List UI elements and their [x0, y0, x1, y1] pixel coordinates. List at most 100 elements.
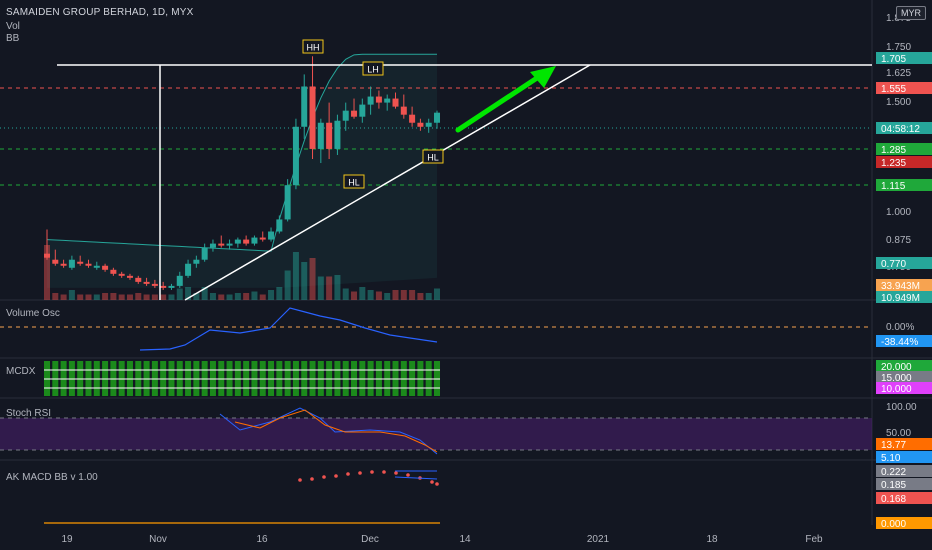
currency-badge[interactable]: MYR: [896, 6, 926, 20]
volume-bar: [234, 293, 241, 300]
stoch-tick: 100.00: [886, 402, 917, 413]
volume-bar: [259, 294, 266, 300]
volume-bar: [434, 288, 440, 300]
mcdx-value: 10.000: [881, 384, 912, 395]
x-tick-label: Dec: [361, 534, 379, 545]
annotation-box-hl: [422, 149, 444, 164]
candle-body: [160, 285, 167, 288]
indicator-vol-label[interactable]: Vol: [6, 21, 20, 32]
macd-value: 0.222: [881, 467, 906, 478]
macd-dot: [406, 473, 410, 477]
candle-body: [201, 247, 208, 260]
x-tick-label: Nov: [149, 534, 167, 545]
price-label-text: 1.285: [881, 145, 906, 156]
stoch-value: 13.77: [881, 440, 906, 451]
volume-bar: [375, 291, 382, 300]
candle-body: [400, 106, 407, 115]
volume-bar: [276, 287, 283, 300]
stoch-d-line: [234, 409, 438, 453]
price-label-bg: [876, 291, 932, 303]
volume-bar: [118, 294, 125, 300]
candle-body: [68, 259, 75, 268]
volume-bar: [417, 293, 424, 300]
candle-body: [367, 96, 374, 105]
candle-body: [359, 104, 366, 117]
chart-title: SAMAIDEN GROUP BERHAD, 1D, MYX: [6, 7, 194, 18]
macd-label-bg: [876, 465, 932, 477]
candle-body: [168, 285, 175, 288]
annotation-box-hl: [343, 174, 365, 189]
candle-body: [409, 114, 416, 123]
volume-osc-tick: 0.00%: [886, 322, 914, 333]
price-label-text: 33.943M: [881, 281, 920, 292]
price-label-text: 1.115: [881, 181, 906, 192]
volume-bar: [168, 294, 175, 300]
volume-bar: [243, 293, 250, 300]
volume-bar: [367, 290, 374, 300]
volume-bar: [218, 294, 225, 300]
annotation-text-hh: HH: [307, 43, 320, 53]
volume-osc-value: -38.44%: [881, 337, 918, 348]
macd-value: 0.168: [881, 494, 906, 505]
volume-bar: [93, 294, 100, 300]
price-label-bg: [876, 156, 932, 168]
volume-osc-label-bg: [876, 335, 932, 347]
candle-body: [334, 120, 341, 149]
volume-bar: [400, 290, 407, 300]
candle-body: [301, 86, 308, 127]
candle-body: [118, 273, 125, 276]
price-label-bg: [876, 143, 932, 155]
candle-body: [126, 275, 133, 278]
mcdx-value: 20.000: [881, 362, 912, 373]
stoch-rsi-label[interactable]: Stoch RSI: [6, 408, 52, 419]
y-tick-label: 1.500: [886, 97, 911, 108]
macd-label-bg: [876, 478, 932, 490]
annotation-text-hl: HL: [348, 178, 360, 188]
candle-body: [209, 243, 216, 248]
volume-bar: [425, 293, 432, 300]
candle-body: [309, 86, 316, 149]
mcdx-label-bg: [876, 382, 932, 394]
stoch-k-line: [219, 407, 438, 455]
volume-bar: [44, 245, 50, 300]
volume-bar: [151, 294, 158, 300]
candle-body: [85, 263, 92, 266]
x-tick-label: 19: [61, 534, 73, 545]
price-label-text: 04:58:12: [881, 124, 920, 135]
volume-bar: [135, 293, 142, 300]
volume-bar: [268, 290, 275, 300]
price-label-bg: [876, 52, 932, 64]
volume-osc-label[interactable]: Volume Osc: [6, 308, 60, 319]
candle-body: [417, 122, 424, 127]
volume-bar: [77, 294, 84, 300]
price-label-text: 1.705: [881, 54, 906, 65]
volume-bar: [60, 294, 67, 300]
indicator-bb-label[interactable]: BB: [6, 33, 20, 44]
volume-bar: [317, 276, 324, 300]
volume-bar: [409, 290, 416, 300]
candle-body: [392, 98, 399, 107]
ak-macd-label[interactable]: AK MACD BB v 1.00: [6, 472, 98, 483]
stoch-rsi-band: [0, 418, 872, 450]
candle-body: [292, 126, 299, 186]
macd-dot: [430, 480, 434, 484]
volume-bar: [52, 293, 59, 300]
candle-body: [384, 98, 391, 103]
candle-body: [52, 259, 59, 264]
candle-body: [251, 237, 258, 244]
candle-body: [234, 239, 241, 244]
mcdx-label[interactable]: MCDX: [6, 366, 36, 377]
volume-bar: [326, 276, 333, 300]
volume-bar: [185, 287, 192, 300]
annotation-text-lh: LH: [367, 65, 379, 75]
candle-body: [44, 253, 50, 258]
volume-bar: [384, 293, 391, 300]
volume-bar: [342, 288, 349, 300]
macd-lower-band: [394, 476, 438, 480]
mcdx-label-bg: [876, 371, 932, 383]
macd-dot: [298, 478, 302, 482]
volume-bar: [309, 258, 316, 300]
volume-bar: [251, 291, 258, 300]
stoch-label-bg: [876, 438, 932, 450]
